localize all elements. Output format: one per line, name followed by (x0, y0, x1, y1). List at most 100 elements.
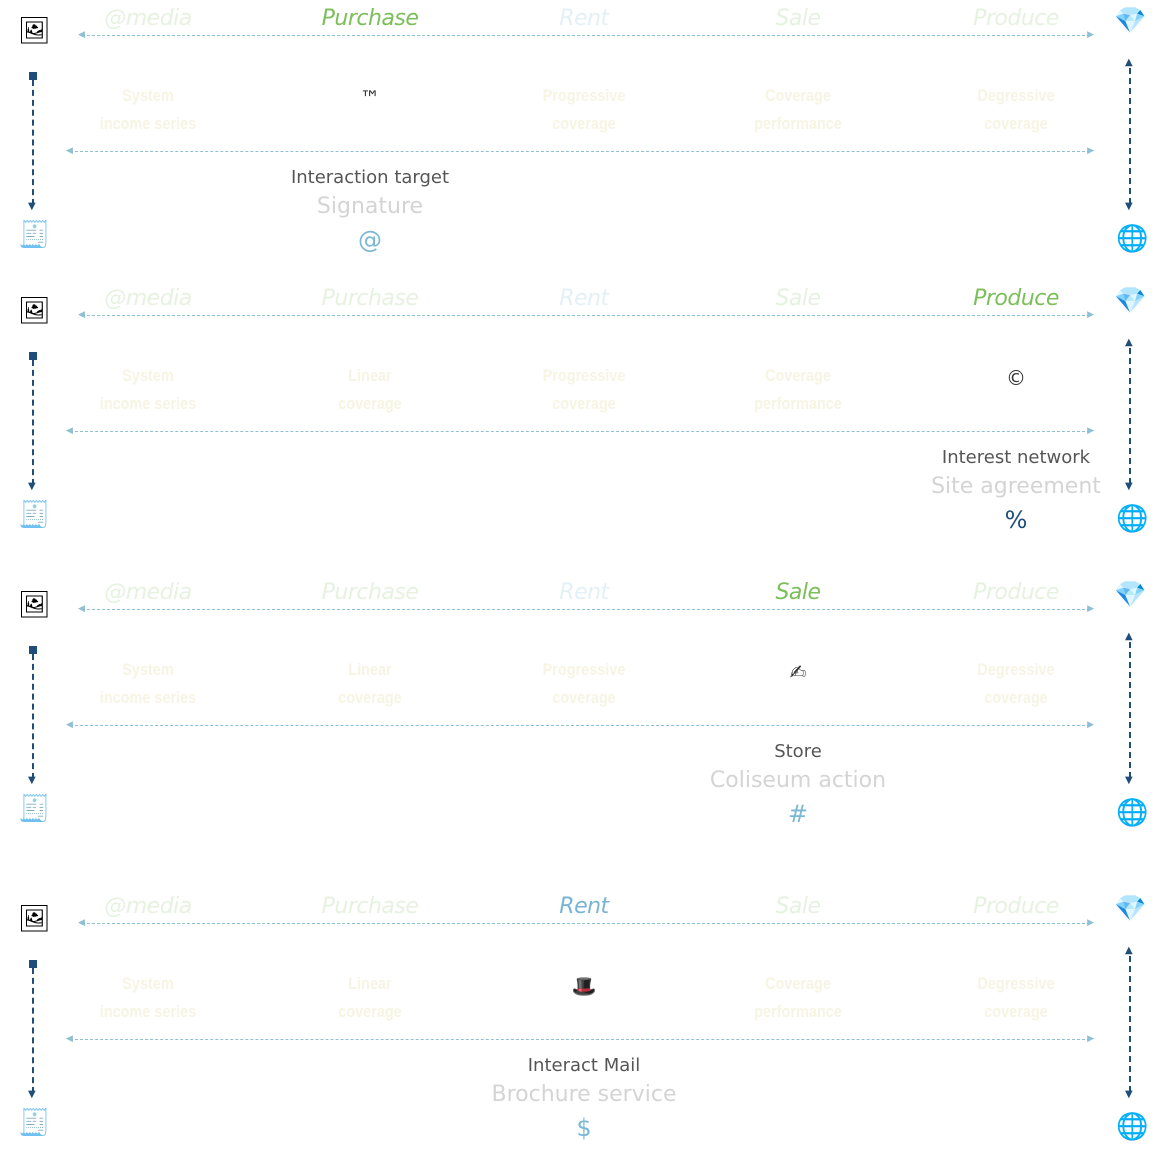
vertical-arrow-left (32, 968, 34, 1093)
row-label-line2: income series (99, 688, 197, 707)
row-label-line2: coverage (984, 1002, 1048, 1021)
arrow-up-icon: ▲ (1125, 337, 1133, 348)
row-label-line2: performance (754, 1002, 842, 1021)
framed-picture-icon: 🖼 (18, 904, 52, 934)
arrowhead-right-icon: ▶ (1087, 720, 1094, 730)
arrowhead-left-icon: ◀ (78, 604, 85, 614)
arrowhead-right-icon: ▶ (1087, 604, 1094, 614)
caption-subtitle: Coliseum action (709, 768, 887, 793)
arrow-down-icon: ▼ (1125, 1089, 1133, 1100)
header-label: Rent (559, 6, 609, 31)
globe-icon: 🌐 (1116, 224, 1149, 254)
vertical-arrow-right (1129, 348, 1131, 484)
arrowhead-right-icon: ▶ (1087, 426, 1094, 436)
row-label: Degressive coverage (940, 970, 1093, 1026)
receipt-icon: 🧾 (18, 1108, 51, 1138)
header-label: Rent (559, 580, 609, 605)
row-label: System income series (72, 656, 225, 712)
header-label: Sale (775, 894, 821, 919)
vertical-arrow-left (32, 360, 34, 485)
caption-symbol: @ (358, 226, 382, 254)
row-label-line2: coverage (338, 688, 402, 707)
row-label-line2: coverage (552, 688, 616, 707)
row-label-line1: Degressive (977, 974, 1055, 993)
caption-title: Interaction target (290, 167, 450, 188)
dashed-connector: ◀ ▶ (78, 311, 1094, 320)
header-label: Purchase (321, 6, 419, 31)
row-label-line2: coverage (552, 114, 616, 133)
caption-subtitle: Brochure service (491, 1082, 677, 1107)
header-label: Purchase (321, 286, 419, 311)
row-label: System income series (72, 362, 225, 418)
arrowhead-right-icon: ▶ (1087, 1034, 1094, 1044)
arrow-start-square (29, 960, 37, 968)
arrow-down-icon: ▼ (28, 775, 36, 786)
row-label-line2: coverage (338, 1002, 402, 1021)
vertical-arrow-right (1129, 642, 1131, 778)
row-label-line1: System (122, 660, 174, 679)
diagram-panel: 🖼 ▼ 🧾 💎 ▲ ▼ 🌐 @media Purchase Rent Sale Produce ◀ ▶ ◀ ▶… (0, 574, 1168, 834)
arrowhead-right-icon: ▶ (1087, 146, 1094, 156)
row-label-line1: Progressive (542, 86, 626, 105)
header-label: Sale (775, 6, 821, 31)
arrowhead-left-icon: ◀ (78, 918, 85, 928)
header-label: Purchase (321, 580, 419, 605)
arrow-down-icon: ▼ (28, 1089, 36, 1100)
globe-icon: 🌐 (1116, 798, 1149, 828)
header-label: Rent (559, 894, 609, 919)
arrowhead-right-icon: ▶ (1087, 310, 1094, 320)
row-label-line2: income series (99, 114, 197, 133)
header-label: @media (104, 286, 192, 311)
row-label: Linear coverage (294, 656, 447, 712)
arrow-down-icon: ▼ (1125, 201, 1133, 212)
row-label-line1: Linear (348, 660, 392, 679)
row-label-line1: Progressive (542, 660, 626, 679)
arrow-up-icon: ▲ (1125, 631, 1133, 642)
row-label: Coverage performance (722, 362, 875, 418)
header-label: @media (104, 6, 192, 31)
row-label-line1: Degressive (977, 86, 1055, 105)
row-label: Degressive coverage (940, 656, 1093, 712)
row-label: Linear coverage (294, 970, 447, 1026)
top-hat-icon: 🎩 (571, 974, 597, 998)
row-label-line1: Linear (348, 974, 392, 993)
row-label: Linear coverage (294, 362, 447, 418)
arrow-down-icon: ▼ (28, 481, 36, 492)
row-label-line1: System (122, 366, 174, 385)
arrow-start-square (29, 646, 37, 654)
dashed-connector: ◀ ▶ (78, 919, 1094, 928)
row-label-line1: System (122, 86, 174, 105)
trademark-icon: ™ (360, 86, 380, 110)
arrowhead-left-icon: ◀ (66, 1034, 73, 1044)
arrow-down-icon: ▼ (28, 201, 36, 212)
dashed-connector: ◀ ▶ (78, 605, 1094, 614)
row-label-line1: Coverage (765, 366, 831, 385)
globe-icon: 🌐 (1116, 504, 1149, 534)
caption-title: Interest network (941, 447, 1091, 468)
gem-icon: 💎 (1114, 580, 1147, 610)
row-label-line1: Degressive (977, 660, 1055, 679)
framed-picture-icon: 🖼 (18, 16, 52, 46)
arrow-down-icon: ▼ (1125, 775, 1133, 786)
globe-icon: 🌐 (1116, 1112, 1149, 1142)
arrow-down-icon: ▼ (1125, 481, 1133, 492)
diagram-panel: 🖼 ▼ 🧾 💎 ▲ ▼ 🌐 @media Purchase Rent Sale Produce ◀ ▶ ◀ ▶… (0, 280, 1168, 540)
row-label: System income series (72, 82, 225, 138)
row-label: Progressive coverage (508, 656, 661, 712)
row-label-line2: coverage (338, 394, 402, 413)
row-label: Progressive coverage (508, 82, 661, 138)
diagram-panel: 🖼 ▼ 🧾 💎 ▲ ▼ 🌐 @media Purchase Rent Sale Produce ◀ ▶ ◀ ▶… (0, 0, 1168, 260)
arrowhead-left-icon: ◀ (66, 146, 73, 156)
row-label-line1: Coverage (765, 974, 831, 993)
arrowhead-left-icon: ◀ (66, 426, 73, 436)
vertical-arrow-right (1129, 68, 1131, 204)
header-label: Rent (559, 286, 609, 311)
dashed-connector: ◀ ▶ (66, 721, 1094, 730)
header-label: @media (104, 580, 192, 605)
diagram-panel: 🖼 ▼ 🧾 💎 ▲ ▼ 🌐 @media Purchase Rent Sale Produce ◀ ▶ ◀ ▶… (0, 888, 1168, 1148)
row-label-line2: performance (754, 114, 842, 133)
arrowhead-left-icon: ◀ (66, 720, 73, 730)
header-label: Produce (973, 6, 1059, 31)
header-label: Produce (973, 286, 1059, 311)
caption-subtitle: Site agreement (931, 474, 1101, 499)
